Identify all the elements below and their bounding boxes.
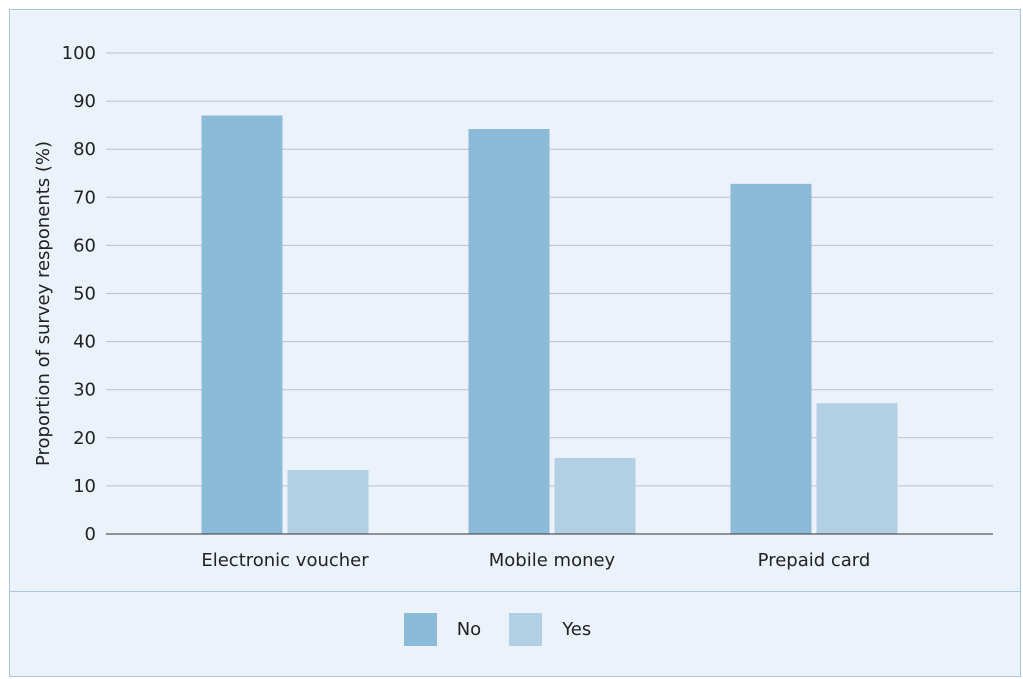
y-tick-label: 50	[73, 284, 96, 305]
y-tick-label: 60	[73, 235, 96, 256]
legend-label-yes: Yes	[562, 618, 592, 640]
y-tick-label: 30	[73, 380, 96, 401]
x-category-label: Electronic voucher	[201, 550, 369, 571]
y-axis-ticks: 0 10 20 30 40 50 60 70 80 90 100	[62, 43, 96, 545]
x-category-label: Prepaid card	[758, 550, 871, 571]
y-tick-label: 100	[62, 43, 96, 64]
bar-no-prepaid-card	[730, 183, 812, 534]
legend-swatch-no	[403, 612, 437, 646]
y-tick-label: 40	[73, 332, 96, 353]
legend-item-no: No	[403, 612, 482, 646]
y-tick-label: 0	[85, 524, 96, 545]
legend: No Yes	[0, 610, 1023, 648]
y-axis-title: Proportion of survey responents (%)	[33, 141, 54, 466]
bar-no-mobile-money	[468, 128, 550, 535]
bar-yes-prepaid-card	[816, 403, 898, 534]
x-category-label: Mobile money	[489, 550, 616, 571]
legend-divider	[9, 591, 1021, 592]
bar-yes-mobile-money	[554, 458, 636, 534]
legend-label-no: No	[456, 618, 482, 640]
bar-yes-electronic-voucher	[287, 470, 369, 534]
y-tick-label: 80	[73, 139, 96, 160]
x-axis-labels: Electronic voucher Mobile money Prepaid ca…	[201, 550, 870, 571]
y-tick-label: 70	[73, 187, 96, 208]
y-tick-label: 90	[73, 91, 96, 112]
y-tick-label: 10	[73, 476, 96, 497]
bar-no-electronic-voucher	[201, 115, 283, 534]
legend-swatch-yes	[509, 612, 543, 646]
bars	[201, 115, 898, 535]
legend-item-yes: Yes	[509, 612, 592, 646]
bar-chart: 0 10 20 30 40 50 60 70 80 90 100 Electronic vouche…	[33, 43, 993, 571]
y-tick-label: 20	[73, 428, 96, 449]
